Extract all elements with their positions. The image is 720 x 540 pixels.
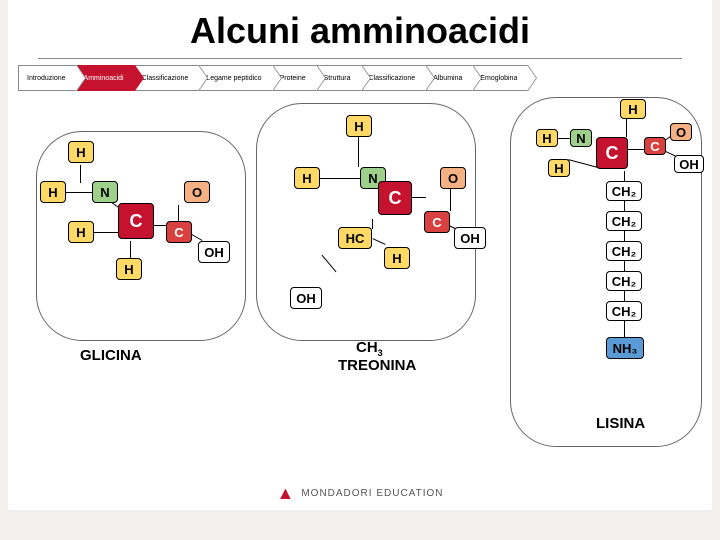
bond-line xyxy=(358,137,359,167)
atom-ch₂: CH₂ xyxy=(606,241,642,261)
threonine-label: TREONINA xyxy=(338,357,416,374)
bond-line xyxy=(626,119,627,137)
atom-h: H xyxy=(536,129,558,147)
bond-line xyxy=(624,291,625,301)
atom-oh: OH xyxy=(290,287,322,309)
divider xyxy=(38,58,682,59)
bond-line xyxy=(624,261,625,271)
atom-oh: OH xyxy=(198,241,230,263)
slide: Alcuni amminoacidi IntroduzioneAmminoaci… xyxy=(8,0,712,510)
atom-oh: OH xyxy=(674,155,704,173)
atom-h: H xyxy=(346,115,372,137)
atom-h: H xyxy=(116,258,142,280)
atom-ch₂: CH₂ xyxy=(606,211,642,231)
atom-c: C xyxy=(424,211,450,233)
atom-o: O xyxy=(184,181,210,203)
atom-c: C xyxy=(166,221,192,243)
threonine-ch3: CH3 xyxy=(356,339,383,358)
atom-ch₂: CH₂ xyxy=(606,181,642,201)
bond-line xyxy=(372,219,373,229)
atom-c: C xyxy=(644,137,666,155)
atom-h: H xyxy=(294,167,320,189)
atom-ch₂: CH₂ xyxy=(606,271,642,291)
breadcrumb-item[interactable]: Introduzione xyxy=(18,65,77,91)
logo-mark-icon: ▲ xyxy=(277,483,296,504)
atom-h: H xyxy=(384,247,410,269)
atom-c: C xyxy=(596,137,628,169)
bond-line xyxy=(624,171,625,181)
bond-line xyxy=(412,197,426,198)
page-title: Alcuni amminoacidi xyxy=(8,0,712,58)
atom-oh: OH xyxy=(454,227,486,249)
diagram-area: GLICINA CH3 TREONINA LISINA HHNCOCOHHHHH… xyxy=(8,93,712,433)
bond-line xyxy=(320,178,360,179)
publisher-logo: ▲ MONDADORI EDUCATION xyxy=(277,483,444,504)
bond-line xyxy=(450,189,451,211)
bond-line xyxy=(624,231,625,241)
atom-hc: HC xyxy=(338,227,372,249)
bond-line xyxy=(66,192,92,193)
bond-line xyxy=(94,232,120,233)
atom-h: H xyxy=(68,141,94,163)
atom-h: H xyxy=(620,99,646,119)
bond-line xyxy=(624,201,625,211)
atom-h: H xyxy=(68,221,94,243)
atom-n: N xyxy=(92,181,118,203)
lysine-label: LISINA xyxy=(596,415,645,432)
bond-line xyxy=(80,165,81,183)
atom-h: H xyxy=(548,159,570,177)
atom-h: H xyxy=(40,181,66,203)
bond-line xyxy=(130,241,131,259)
bond-line xyxy=(624,321,625,337)
atom-c: C xyxy=(118,203,154,239)
breadcrumb-nav: IntroduzioneAmminoacidiClassificazioneLe… xyxy=(8,63,712,93)
atom-o: O xyxy=(670,123,692,141)
atom-ch₂: CH₂ xyxy=(606,301,642,321)
atom-c: C xyxy=(378,181,412,215)
atom-n: N xyxy=(570,129,592,147)
atom-o: O xyxy=(440,167,466,189)
glycine-label: GLICINA xyxy=(80,347,142,364)
logo-text: MONDADORI EDUCATION xyxy=(301,488,443,499)
atom-nh₃: NH₃ xyxy=(606,337,644,359)
